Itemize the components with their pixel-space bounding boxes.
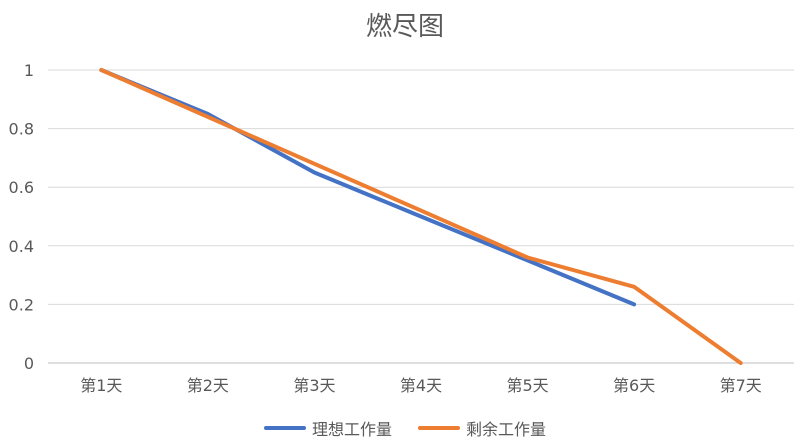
x-tick-label: 第1天 — [80, 376, 122, 395]
series-line-remaining — [99, 68, 743, 365]
x-axis-ticks: 第1天 第2天 第3天 第4天 第5天 第6天 第7天 — [80, 376, 762, 395]
series-line-ideal — [99, 68, 637, 307]
y-tick-label: 0 — [24, 354, 34, 373]
series-lines — [99, 68, 743, 365]
y-tick-label: 0.4 — [9, 237, 34, 256]
x-tick-label: 第3天 — [293, 376, 335, 395]
legend-swatch-ideal — [263, 426, 306, 430]
legend-item-ideal: 理想工作量 — [263, 416, 392, 440]
chart-title: 燃尽图 — [365, 12, 444, 42]
legend: 理想工作量 剩余工作量 — [0, 416, 810, 440]
legend-label-remaining: 剩余工作量 — [466, 420, 547, 439]
y-axis-ticks: 0 0.2 0.4 0.6 0.8 1 — [9, 61, 34, 373]
legend-swatch-remaining — [418, 426, 460, 430]
y-tick-label: 1 — [24, 61, 34, 80]
x-tick-label: 第7天 — [720, 376, 762, 395]
grid-lines — [48, 69, 794, 364]
x-tick-label: 第5天 — [506, 376, 548, 395]
x-tick-label: 第6天 — [613, 376, 655, 395]
y-tick-label: 0.8 — [9, 120, 34, 139]
x-tick-label: 第4天 — [400, 376, 442, 395]
y-tick-label: 0.6 — [9, 178, 34, 197]
legend-item-remaining: 剩余工作量 — [418, 416, 546, 440]
x-tick-label: 第2天 — [187, 376, 229, 395]
y-tick-label: 0.2 — [9, 295, 34, 314]
legend-label-ideal: 理想工作量 — [311, 420, 392, 439]
